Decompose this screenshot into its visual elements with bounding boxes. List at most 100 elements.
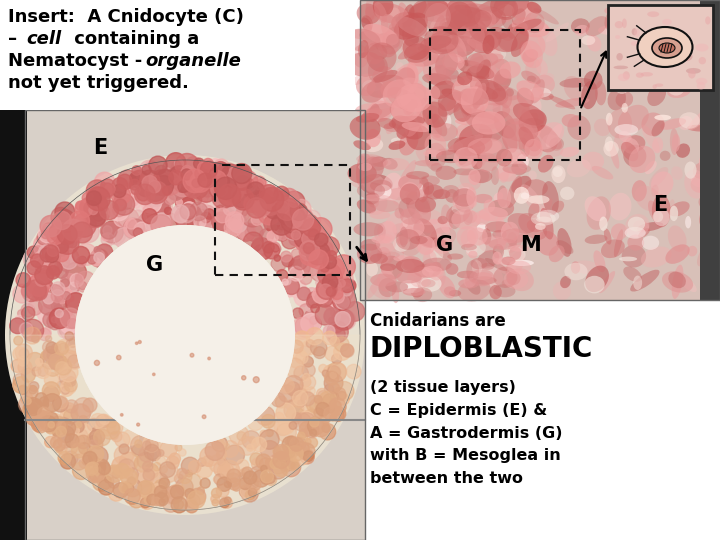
Circle shape — [13, 377, 30, 393]
Circle shape — [34, 234, 55, 256]
Circle shape — [18, 356, 28, 366]
Ellipse shape — [493, 86, 520, 100]
Circle shape — [200, 478, 210, 488]
Bar — [430, 30, 580, 160]
Ellipse shape — [624, 52, 636, 68]
Circle shape — [70, 211, 89, 231]
Circle shape — [35, 259, 50, 274]
Ellipse shape — [648, 200, 659, 221]
Ellipse shape — [361, 52, 379, 60]
Circle shape — [101, 183, 114, 197]
Ellipse shape — [433, 244, 452, 261]
Ellipse shape — [585, 266, 609, 292]
Circle shape — [295, 316, 316, 338]
Circle shape — [202, 166, 217, 181]
Circle shape — [202, 415, 206, 419]
Circle shape — [320, 410, 327, 417]
Ellipse shape — [400, 184, 420, 205]
Ellipse shape — [564, 263, 588, 280]
Circle shape — [201, 173, 216, 187]
Circle shape — [323, 274, 338, 290]
Ellipse shape — [660, 33, 675, 52]
Circle shape — [183, 174, 193, 184]
Ellipse shape — [372, 66, 395, 89]
Ellipse shape — [464, 65, 480, 75]
Circle shape — [91, 432, 100, 440]
Circle shape — [187, 217, 200, 230]
Circle shape — [259, 185, 277, 203]
Circle shape — [130, 179, 140, 190]
Ellipse shape — [625, 135, 645, 152]
Circle shape — [323, 255, 336, 269]
Ellipse shape — [381, 265, 393, 275]
Circle shape — [259, 185, 278, 204]
Circle shape — [68, 239, 77, 248]
Circle shape — [240, 468, 251, 479]
Circle shape — [256, 454, 271, 469]
Circle shape — [61, 387, 69, 394]
Ellipse shape — [510, 260, 534, 266]
Circle shape — [165, 493, 176, 504]
Ellipse shape — [405, 190, 433, 199]
Ellipse shape — [424, 26, 459, 54]
Ellipse shape — [359, 163, 372, 171]
Ellipse shape — [546, 124, 562, 147]
Circle shape — [222, 497, 233, 508]
Ellipse shape — [472, 85, 498, 99]
Circle shape — [38, 366, 48, 376]
Circle shape — [94, 440, 103, 449]
Ellipse shape — [659, 37, 678, 57]
Ellipse shape — [441, 205, 451, 222]
Ellipse shape — [491, 0, 505, 24]
Circle shape — [323, 394, 336, 407]
Circle shape — [55, 210, 75, 230]
Ellipse shape — [533, 122, 564, 150]
Circle shape — [56, 226, 75, 245]
Ellipse shape — [688, 70, 696, 78]
Ellipse shape — [485, 45, 506, 62]
Circle shape — [242, 188, 249, 195]
Ellipse shape — [374, 108, 392, 122]
Ellipse shape — [361, 82, 384, 103]
Ellipse shape — [406, 191, 431, 224]
Circle shape — [45, 285, 64, 303]
Circle shape — [140, 170, 160, 190]
Circle shape — [289, 266, 304, 281]
Circle shape — [269, 461, 287, 479]
Ellipse shape — [426, 264, 433, 272]
Circle shape — [267, 231, 279, 242]
Ellipse shape — [415, 97, 445, 119]
Ellipse shape — [528, 171, 537, 180]
Ellipse shape — [534, 8, 559, 24]
Ellipse shape — [497, 261, 516, 274]
Circle shape — [75, 225, 295, 445]
Circle shape — [300, 240, 315, 255]
Ellipse shape — [397, 230, 422, 256]
Ellipse shape — [457, 60, 495, 79]
Ellipse shape — [652, 137, 663, 153]
Ellipse shape — [403, 83, 428, 108]
Circle shape — [324, 374, 343, 393]
Ellipse shape — [495, 163, 516, 180]
Circle shape — [325, 384, 333, 394]
Circle shape — [53, 211, 71, 230]
Circle shape — [315, 289, 333, 307]
Circle shape — [86, 187, 110, 211]
Ellipse shape — [425, 143, 446, 171]
Circle shape — [120, 482, 130, 493]
Ellipse shape — [517, 152, 529, 168]
Ellipse shape — [615, 80, 629, 94]
Ellipse shape — [468, 169, 480, 185]
Ellipse shape — [425, 134, 446, 157]
Ellipse shape — [467, 39, 486, 51]
Ellipse shape — [464, 27, 498, 51]
Circle shape — [111, 186, 130, 205]
Ellipse shape — [431, 80, 454, 99]
Circle shape — [323, 364, 340, 381]
Ellipse shape — [402, 122, 433, 132]
Ellipse shape — [608, 193, 631, 220]
Circle shape — [97, 472, 114, 489]
Ellipse shape — [420, 275, 441, 292]
Circle shape — [156, 184, 177, 205]
Ellipse shape — [567, 159, 590, 177]
